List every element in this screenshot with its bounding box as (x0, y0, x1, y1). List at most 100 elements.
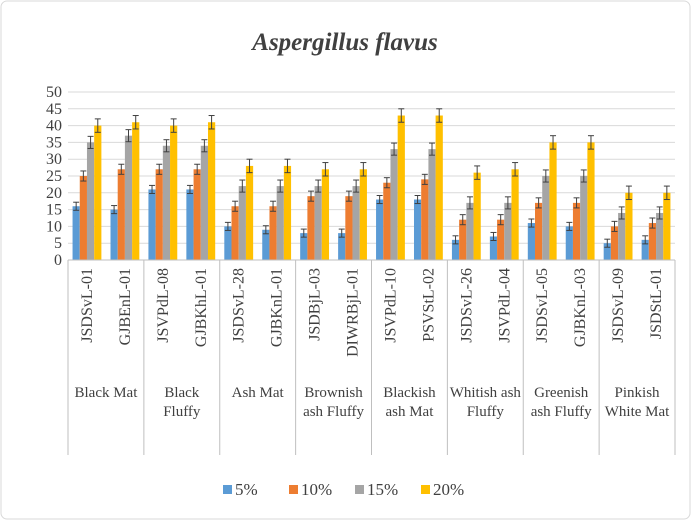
bar (79, 176, 87, 260)
x-tick-label: JSDSvL-05 (534, 268, 551, 343)
bar (117, 169, 125, 260)
bar (72, 206, 80, 260)
bar (489, 236, 498, 260)
legend-label: 15% (367, 480, 398, 499)
group-label: Black Fluffy (163, 385, 201, 420)
group-label: Ash Mat (231, 385, 284, 401)
legend-swatch (355, 485, 364, 494)
bar (321, 169, 330, 260)
bar (262, 229, 270, 260)
bar (162, 145, 171, 260)
bar (86, 142, 95, 260)
y-tick-label: 0 (54, 252, 62, 269)
x-tick-label: GJBKnL-03 (572, 268, 589, 347)
bar (511, 169, 519, 260)
bar (618, 212, 626, 260)
bar (186, 189, 194, 260)
bar (435, 115, 443, 261)
bar (300, 233, 308, 260)
x-tick-label: JSDBjL-03 (307, 268, 324, 341)
bar (497, 219, 505, 260)
x-tick-label: JSDSvL-26 (458, 268, 475, 343)
bar (549, 142, 557, 260)
bar (383, 182, 391, 260)
y-tick-label: 40 (46, 118, 62, 135)
group-label: Whitish ash Fluffy (449, 385, 521, 420)
y-tick-label: 25 (46, 168, 62, 185)
bar (572, 202, 581, 260)
bar (224, 226, 232, 260)
bar (352, 186, 360, 260)
x-tick-label: JSVPdL-10 (382, 268, 399, 343)
x-tick-label: GJBEnL-01 (117, 268, 134, 345)
y-tick-label: 45 (46, 101, 62, 118)
y-tick-label: 30 (46, 151, 62, 168)
y-tick-label: 35 (46, 134, 62, 151)
bar (207, 122, 216, 261)
bar (656, 212, 664, 260)
bar (587, 142, 595, 260)
x-tick-label: JSDSvL-09 (610, 268, 627, 343)
x-tick-label: PSVStL-02 (420, 268, 437, 342)
bar (269, 206, 277, 260)
bar (193, 169, 201, 260)
y-tick-label: 20 (46, 185, 62, 202)
bar (413, 199, 422, 260)
chart-title: Aspergillus flavus (250, 29, 437, 56)
y-tick-label: 50 (46, 84, 62, 101)
bar (580, 176, 588, 260)
bar (110, 209, 118, 260)
bar (148, 189, 156, 260)
bar (124, 135, 133, 260)
legend-swatch (289, 485, 298, 494)
bar (451, 239, 460, 260)
bar (307, 196, 315, 260)
x-tick-label: JSDStL-01 (648, 268, 665, 339)
group-label: Greenish ash Fluffy (530, 385, 592, 420)
bar (200, 145, 208, 260)
bar (276, 186, 284, 260)
bar (314, 186, 322, 260)
bar (245, 165, 254, 260)
group-label: Brownish ash Fluffy (303, 385, 365, 420)
x-tick-label: JSDSvL-28 (231, 268, 248, 343)
bar (473, 172, 481, 260)
y-tick-label: 5 (54, 235, 62, 252)
x-tick-label: DIWRBjL-01 (345, 268, 362, 357)
bar (170, 125, 178, 260)
bar (359, 169, 367, 260)
bar (238, 186, 246, 260)
bar (283, 165, 292, 260)
bar (459, 219, 467, 260)
bar (466, 202, 474, 260)
group-label: Blackish ash Mat (383, 385, 436, 420)
bar (610, 226, 619, 260)
bar (390, 149, 398, 260)
bar (428, 149, 436, 260)
legend-swatch (421, 485, 430, 494)
bar (663, 192, 671, 260)
x-tick-label: GJBKhL-01 (193, 268, 210, 347)
bar (397, 115, 405, 261)
x-tick-label: JSVPdL-04 (496, 268, 513, 343)
bar (132, 122, 140, 261)
bar (625, 192, 633, 260)
bar (603, 243, 611, 260)
y-tick-label: 10 (46, 218, 62, 235)
bar (641, 239, 649, 260)
legend-label: 10% (301, 480, 332, 499)
x-tick-label: JSVPdL-08 (155, 268, 172, 343)
legend-swatch (223, 485, 232, 494)
legend-label: 20% (433, 480, 464, 499)
bar (345, 196, 353, 260)
bar (231, 206, 239, 260)
bar (421, 179, 429, 260)
bar (155, 169, 163, 260)
bar (542, 176, 550, 260)
bar (527, 223, 536, 260)
bar (94, 125, 102, 260)
y-tick-label: 15 (46, 202, 62, 219)
bar (565, 226, 573, 260)
